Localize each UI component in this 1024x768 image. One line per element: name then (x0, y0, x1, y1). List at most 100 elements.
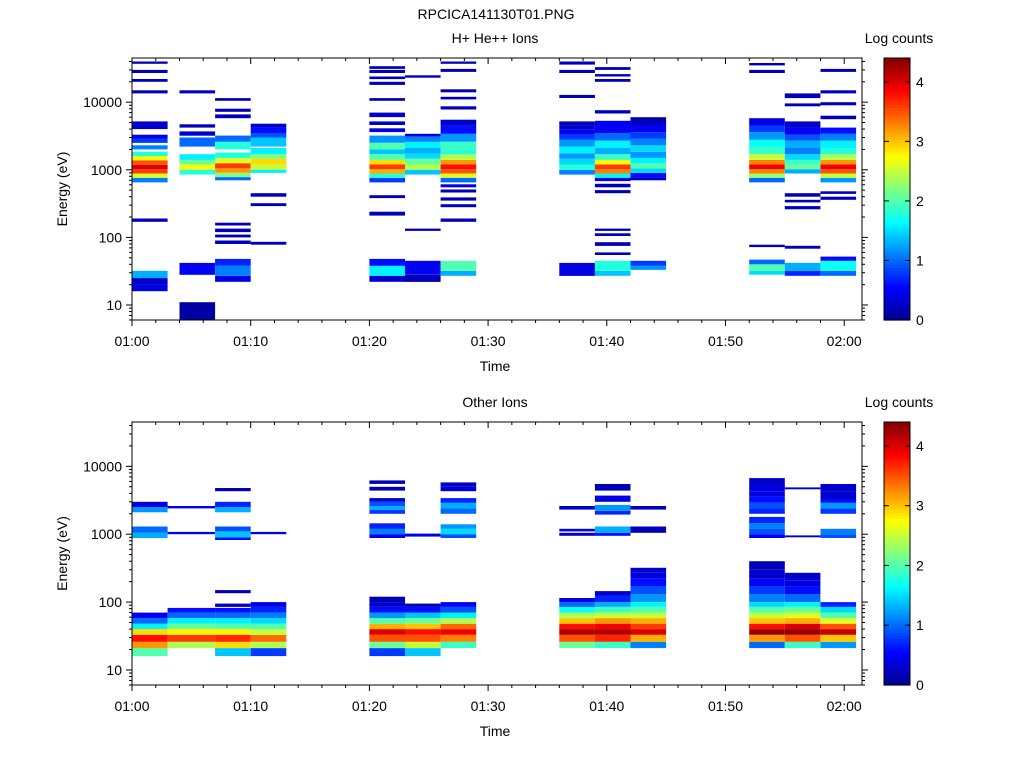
colorbar-tick-label: 2 (916, 193, 924, 209)
heatmap-cell (440, 524, 477, 529)
heatmap-cell (440, 89, 477, 93)
colorbar-segment (884, 530, 910, 534)
colorbar-segment (884, 620, 910, 625)
heatmap-cell (215, 168, 251, 173)
heatmap-cell (440, 602, 477, 607)
heatmap-cell (749, 612, 785, 619)
colorbar-segment (884, 314, 910, 318)
heatmap-cell (440, 486, 477, 492)
colorbar-segment (884, 232, 910, 237)
heatmap-cell (749, 177, 785, 183)
heatmap-cell (630, 125, 667, 133)
heatmap-cell (784, 164, 821, 170)
heatmap-cell (440, 629, 477, 635)
colorbar-segment (884, 200, 910, 205)
heatmap-cell (215, 114, 251, 119)
heatmap-cell (820, 260, 857, 271)
colorbar-segment (884, 661, 910, 666)
colorbar-segment (884, 60, 910, 65)
heatmap-cell (630, 168, 667, 173)
colorbar-segment (884, 165, 910, 170)
heatmap-cell (440, 164, 477, 170)
colorbar-segment (884, 101, 910, 106)
heatmap-cell (594, 164, 631, 170)
colorbar-segment (884, 302, 910, 307)
heatmap-cell (179, 302, 216, 320)
heatmap-cell (440, 260, 477, 271)
colorbar-segment (884, 197, 910, 202)
heatmap-cell (132, 629, 168, 635)
heatmap-cell (594, 532, 631, 536)
heatmap-cell (749, 641, 785, 649)
heatmap-cell (594, 120, 631, 133)
colorbar-segment (884, 90, 910, 94)
colorbar-segment (884, 430, 910, 435)
heatmap-cell (215, 648, 251, 657)
colorbar-segment (884, 261, 910, 266)
colorbar-tick-label: 1 (916, 617, 924, 633)
heatmap-cell (440, 641, 477, 649)
colorbar-segment (884, 139, 910, 144)
heatmap-cell (784, 602, 821, 607)
heatmap-cell (820, 140, 857, 148)
heatmap-cell (784, 641, 821, 649)
heatmap-cell (820, 612, 857, 619)
x-axis-label: Time (480, 358, 511, 374)
heatmap-cell (784, 206, 821, 210)
colorbar-tick-label: 4 (916, 438, 924, 454)
colorbar-segment (884, 113, 910, 117)
heatmap-cell (784, 245, 821, 249)
colorbar-segment (884, 591, 910, 596)
heatmap-cell (559, 612, 595, 619)
heatmap-cell (215, 607, 251, 613)
colorbar-segment (884, 194, 910, 199)
heatmap-cell (132, 156, 168, 161)
colorbar-segment (884, 606, 910, 610)
heatmap-cell (749, 561, 785, 570)
heatmap-cell (405, 629, 441, 635)
heatmap-cell (440, 96, 477, 100)
heatmap-cell (369, 634, 405, 642)
heatmap-cell (749, 606, 785, 613)
heatmap-cell (749, 534, 785, 538)
heatmap-cell (749, 586, 785, 595)
heatmap-cell (215, 501, 251, 508)
colorbar-segment (884, 664, 910, 669)
heatmap-cell (559, 61, 595, 65)
heatmap-cell (594, 133, 631, 141)
heatmap-cell (167, 531, 216, 535)
heatmap-cell (405, 618, 441, 624)
heatmap-cell (132, 612, 168, 619)
heatmap-cell (369, 169, 405, 174)
colorbar-segment (884, 305, 910, 309)
colorbar-segment (884, 279, 910, 283)
heatmap-cell (749, 594, 785, 602)
heatmap-cell (440, 159, 477, 165)
heatmap-cell (594, 495, 631, 502)
colorbar-segment (884, 151, 910, 155)
heatmap-cell (132, 501, 168, 508)
heatmap-cell (369, 128, 405, 133)
colorbar-segment (884, 238, 910, 242)
heatmap-cell (215, 488, 251, 492)
heatmap-cell (749, 478, 785, 485)
colorbar-tick-label: 3 (916, 133, 924, 149)
heatmap-cell (559, 528, 595, 532)
heatmap-cell (369, 606, 405, 613)
x-tick-label: 01:30 (471, 333, 506, 349)
heatmap-cell (440, 612, 477, 619)
heatmap-cell (369, 486, 405, 491)
heatmap-cell (440, 634, 477, 642)
heatmap-cell (369, 76, 405, 80)
heatmap-cell (594, 595, 631, 603)
y-tick-label: 1000 (91, 162, 122, 178)
colorbar-segment (884, 565, 910, 569)
heatmap-cell (440, 534, 477, 538)
plot-frame (131, 57, 863, 321)
heatmap-cell (250, 634, 287, 642)
colorbar-segment (884, 63, 910, 68)
heatmap-cell (369, 154, 405, 160)
heatmap-cell (559, 153, 595, 159)
heatmap-cell (820, 270, 857, 276)
heatmap-cell (784, 594, 821, 602)
